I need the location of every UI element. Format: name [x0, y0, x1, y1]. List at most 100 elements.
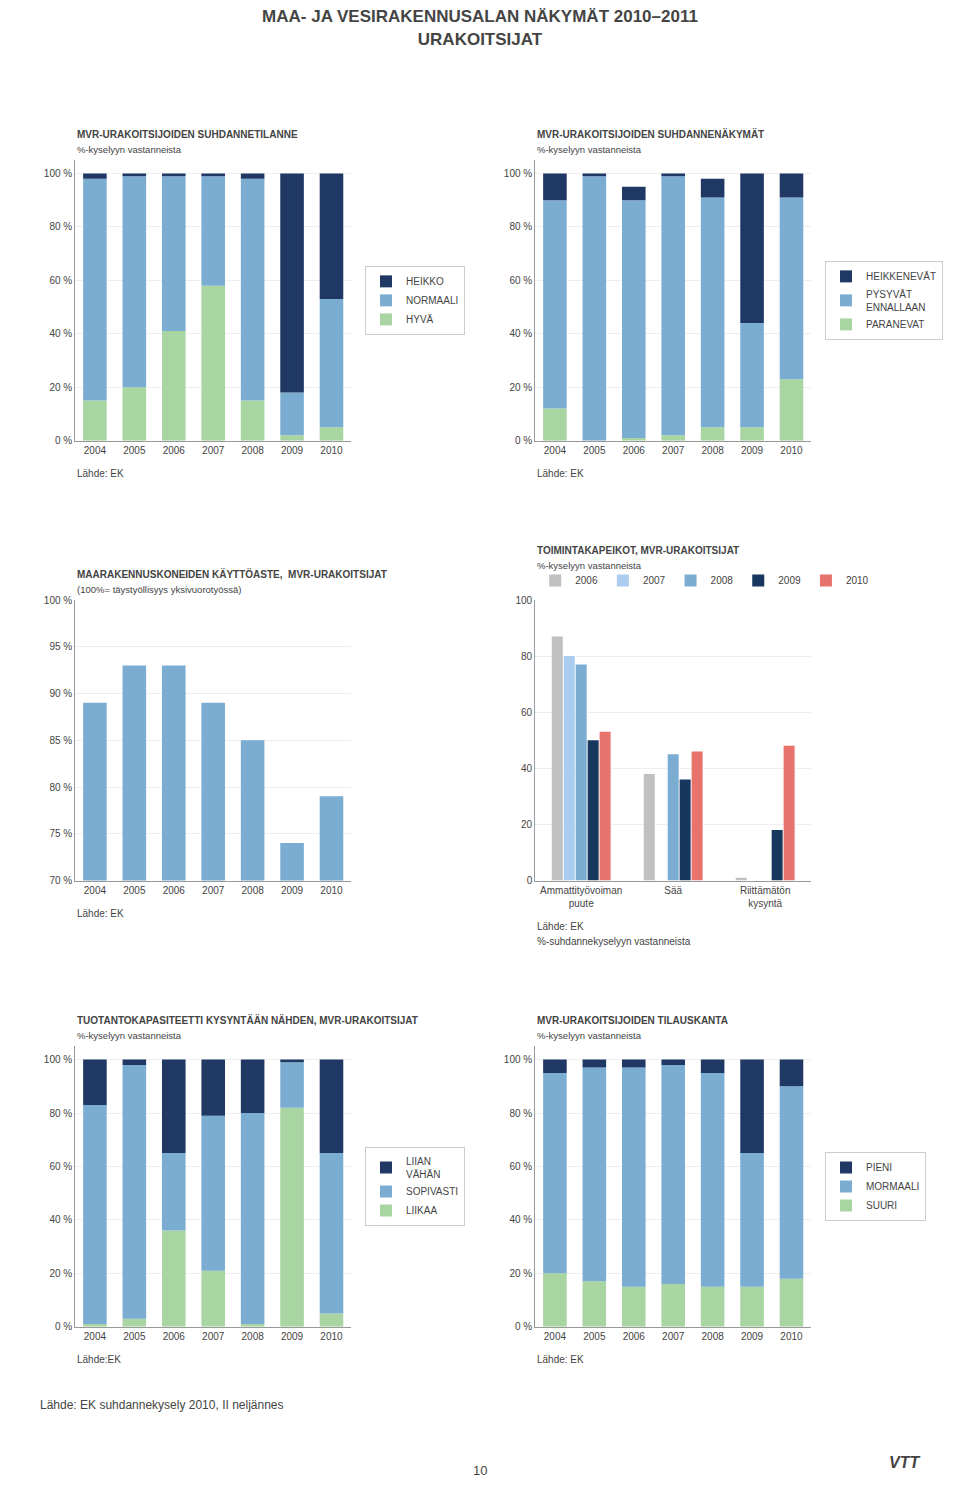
svg-text:VTT: VTT [889, 1454, 920, 1471]
svg-text:0 %: 0 % [515, 435, 532, 446]
svg-text:2009: 2009 [281, 885, 304, 896]
svg-text:SOPIVASTI: SOPIVASTI [406, 1186, 458, 1197]
svg-text:0 %: 0 % [55, 1321, 72, 1332]
svg-text:2010: 2010 [780, 445, 803, 456]
svg-text:HEIKKENEVÄT: HEIKKENEVÄT [866, 271, 936, 282]
svg-text:2010: 2010 [846, 575, 869, 586]
svg-text:%-kyselyyn vastanneista: %-kyselyyn vastanneista [537, 1030, 642, 1041]
svg-text:2004: 2004 [544, 445, 567, 456]
svg-text:100 %: 100 % [504, 1054, 532, 1065]
svg-text:2006: 2006 [623, 445, 646, 456]
svg-text:20 %: 20 % [49, 382, 72, 393]
svg-text:2004: 2004 [84, 885, 107, 896]
svg-text:Lähde:EK: Lähde:EK [77, 1354, 121, 1365]
svg-text:80 %: 80 % [49, 221, 72, 232]
svg-text:20 %: 20 % [49, 1268, 72, 1279]
svg-text:2006: 2006 [623, 1331, 646, 1342]
svg-text:2006: 2006 [163, 445, 186, 456]
svg-text:TUOTANTOKAPASITEETTI KYSYNTÄÄN: TUOTANTOKAPASITEETTI KYSYNTÄÄN NÄHDEN, M… [77, 1014, 418, 1026]
svg-text:2007: 2007 [202, 885, 225, 896]
svg-text:20: 20 [521, 819, 533, 830]
svg-text:100 %: 100 % [44, 168, 72, 179]
svg-text:Lähde: EK: Lähde: EK [537, 921, 584, 932]
svg-text:Ammattityövoimanpuute: Ammattityövoimanpuute [540, 885, 622, 909]
svg-text:2007: 2007 [202, 1331, 225, 1342]
svg-text:SUURI: SUURI [866, 1200, 897, 1211]
svg-text:80 %: 80 % [49, 782, 72, 793]
svg-text:100 %: 100 % [44, 1054, 72, 1065]
svg-text:NORMAALI: NORMAALI [406, 295, 458, 306]
svg-text:80: 80 [521, 651, 533, 662]
svg-text:Lähde: EK: Lähde: EK [537, 1354, 584, 1365]
svg-text:MVR-URAKOITSIJOIDEN SUHDANNENÄ: MVR-URAKOITSIJOIDEN SUHDANNENÄKYMÄT [537, 128, 764, 140]
svg-text:MAARAKENNUSKONEIDEN KÄYTTÖASTE: MAARAKENNUSKONEIDEN KÄYTTÖASTE, MVR-URAK… [77, 568, 387, 580]
svg-text:0 %: 0 % [55, 435, 72, 446]
svg-text:60 %: 60 % [509, 275, 532, 286]
svg-text:2005: 2005 [583, 445, 606, 456]
svg-text:40 %: 40 % [49, 328, 72, 339]
svg-text:2009: 2009 [281, 1331, 304, 1342]
svg-text:2010: 2010 [320, 1331, 343, 1342]
svg-text:Riittämätönkysyntä: Riittämätönkysyntä [740, 885, 791, 909]
svg-text:PIENI: PIENI [866, 1162, 892, 1173]
svg-text:%-kyselyyn vastanneista: %-kyselyyn vastanneista [77, 144, 182, 155]
svg-text:2006: 2006 [163, 1331, 186, 1342]
svg-text:PYSYVÄTENNALLAAN: PYSYVÄTENNALLAAN [866, 289, 925, 313]
svg-text:0 %: 0 % [515, 1321, 532, 1332]
svg-text:0: 0 [527, 875, 533, 886]
svg-text:2008: 2008 [702, 445, 725, 456]
svg-text:90 %: 90 % [49, 688, 72, 699]
svg-text:2009: 2009 [281, 445, 304, 456]
svg-text:100 %: 100 % [504, 168, 532, 179]
svg-text:MAA- JA VESIRAKENNUSALAN NÄKYM: MAA- JA VESIRAKENNUSALAN NÄKYMÄT 2010–20… [262, 7, 698, 48]
svg-text:PARANEVAT: PARANEVAT [866, 319, 924, 330]
svg-text:2008: 2008 [242, 1331, 265, 1342]
svg-text:%-kyselyyn vastanneista: %-kyselyyn vastanneista [77, 1030, 182, 1041]
svg-text:Sää: Sää [664, 885, 682, 896]
svg-text:2010: 2010 [320, 885, 343, 896]
svg-text:2007: 2007 [662, 1331, 685, 1342]
svg-text:%-kyselyyn vastanneista: %-kyselyyn vastanneista [537, 144, 642, 155]
svg-text:40 %: 40 % [509, 1214, 532, 1225]
svg-text:TOIMINTAKAPEIKOT, MVR-URAKOITS: TOIMINTAKAPEIKOT, MVR-URAKOITSIJAT [537, 545, 739, 556]
svg-text:2007: 2007 [662, 445, 685, 456]
svg-text:(100%= täystyöllisyys yksivuor: (100%= täystyöllisyys yksivuorotyössä) [77, 584, 241, 595]
svg-text:20 %: 20 % [509, 382, 532, 393]
svg-text:60: 60 [521, 707, 533, 718]
svg-text:MVR-URAKOITSIJOIDEN SUHDANNETI: MVR-URAKOITSIJOIDEN SUHDANNETILANNE [77, 129, 298, 140]
svg-text:2008: 2008 [711, 575, 734, 586]
svg-text:%-kyselyyn vastanneista: %-kyselyyn vastanneista [537, 560, 642, 571]
svg-text:2010: 2010 [780, 1331, 803, 1342]
svg-text:2009: 2009 [778, 575, 801, 586]
svg-text:2004: 2004 [84, 1331, 107, 1342]
svg-text:2008: 2008 [242, 445, 265, 456]
svg-text:LIIANVÄHÄN: LIIANVÄHÄN [406, 1156, 440, 1180]
svg-text:85 %: 85 % [49, 735, 72, 746]
svg-text:2006: 2006 [575, 575, 598, 586]
svg-text:10: 10 [473, 1463, 487, 1478]
svg-text:Lähde: EK suhdannekysely 2010,: Lähde: EK suhdannekysely 2010, II neljän… [40, 1398, 284, 1412]
svg-text:40: 40 [521, 763, 533, 774]
svg-text:2005: 2005 [123, 445, 146, 456]
svg-text:80 %: 80 % [49, 1108, 72, 1119]
svg-text:%-suhdannekyselyyn vastanneist: %-suhdannekyselyyn vastanneista [537, 936, 691, 947]
svg-text:100 %: 100 % [44, 595, 72, 606]
svg-text:40 %: 40 % [49, 1214, 72, 1225]
svg-text:Lähde: EK: Lähde: EK [77, 908, 124, 919]
svg-text:95 %: 95 % [49, 641, 72, 652]
svg-text:75 %: 75 % [49, 828, 72, 839]
svg-text:Lähde: EK: Lähde: EK [77, 468, 124, 479]
svg-text:20 %: 20 % [509, 1268, 532, 1279]
svg-text:70 %: 70 % [49, 875, 72, 886]
svg-text:80 %: 80 % [509, 221, 532, 232]
svg-text:2008: 2008 [702, 1331, 725, 1342]
svg-text:2009: 2009 [741, 445, 764, 456]
svg-text:HYVÄ: HYVÄ [406, 314, 434, 325]
svg-text:2005: 2005 [583, 1331, 606, 1342]
svg-text:MVR-URAKOITSIJOIDEN TILAUSKANT: MVR-URAKOITSIJOIDEN TILAUSKANTA [537, 1015, 728, 1026]
svg-text:LIIKAA: LIIKAA [406, 1205, 437, 1216]
svg-text:Lähde: EK: Lähde: EK [537, 468, 584, 479]
svg-text:40 %: 40 % [509, 328, 532, 339]
svg-text:2004: 2004 [544, 1331, 567, 1342]
svg-text:2007: 2007 [643, 575, 666, 586]
